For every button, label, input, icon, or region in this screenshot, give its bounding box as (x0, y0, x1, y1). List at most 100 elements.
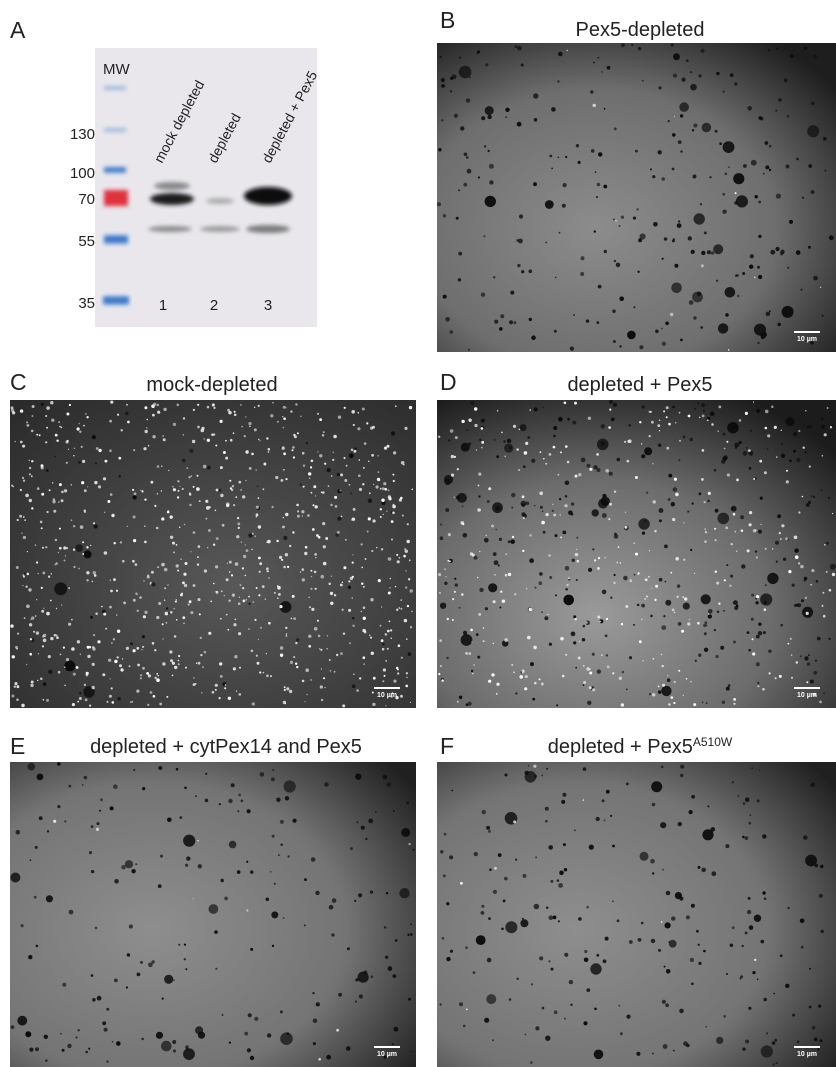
dark-speck (764, 897, 767, 900)
bright-speck (110, 590, 113, 593)
bright-speck (534, 682, 537, 685)
bright-speck (162, 662, 165, 665)
bright-speck (137, 610, 139, 612)
bright-speck (575, 475, 578, 478)
bright-speck (64, 560, 66, 562)
panel-title: mock-depleted (146, 374, 277, 396)
bright-speck (353, 508, 356, 511)
bright-speck (410, 702, 411, 703)
bright-speck (543, 458, 545, 460)
dark-speck (458, 189, 460, 191)
dark-speck (755, 601, 758, 604)
bright-speck (290, 410, 292, 412)
bright-speck (56, 440, 58, 442)
dark-speck (781, 443, 783, 445)
bright-speck (324, 463, 326, 465)
dark-speck (312, 992, 314, 994)
bright-speck (258, 439, 259, 440)
bright-speck (523, 517, 525, 519)
bright-speck (512, 536, 514, 538)
dark-speck (449, 855, 453, 859)
bright-speck (653, 658, 655, 660)
dark-speck (709, 176, 711, 178)
bright-speck (156, 616, 159, 619)
dark-speck (678, 822, 682, 826)
dark-speck (570, 347, 574, 351)
bright-speck (53, 510, 56, 513)
bright-speck (798, 511, 800, 513)
dark-speck (816, 580, 819, 583)
bright-speck (173, 423, 176, 426)
bright-speck (50, 637, 53, 640)
dark-speck (581, 458, 586, 463)
bright-speck (594, 559, 596, 561)
dark-speck (689, 300, 694, 305)
dark-speck (655, 330, 659, 334)
dark-speck (605, 634, 608, 637)
dark-speck (614, 574, 616, 576)
dark-speck (598, 285, 602, 289)
bright-speck (795, 555, 799, 559)
bright-speck (340, 473, 343, 476)
dark-speck (551, 968, 554, 971)
dark-speck (638, 518, 649, 529)
dark-speck (572, 559, 575, 562)
dark-speck (64, 820, 66, 822)
dark-speck (749, 814, 751, 816)
bright-speck (204, 438, 205, 439)
bright-speck (613, 582, 616, 585)
dark-speck (698, 866, 701, 869)
bright-speck (84, 684, 86, 686)
bright-speck (133, 449, 135, 451)
bright-speck (325, 537, 328, 540)
bright-speck (601, 654, 603, 656)
bright-speck (227, 629, 229, 631)
bright-speck (274, 592, 276, 594)
dark-speck (663, 1044, 668, 1049)
bright-speck (270, 414, 273, 417)
bright-speck (362, 483, 364, 485)
bright-speck (735, 192, 737, 194)
dark-speck (776, 194, 781, 199)
dark-speck (440, 850, 443, 853)
bright-speck (14, 686, 16, 688)
bright-speck (51, 573, 52, 574)
bright-speck (21, 704, 25, 708)
bright-speck (564, 402, 567, 405)
bright-speck (64, 667, 65, 668)
dark-speck (612, 310, 615, 313)
bright-speck (604, 557, 605, 558)
dark-speck (678, 459, 680, 461)
bright-speck (73, 673, 76, 676)
dark-speck (511, 507, 513, 509)
dark-speck (462, 506, 464, 508)
bright-speck (256, 655, 258, 657)
bright-speck (213, 583, 215, 585)
bright-speck (220, 618, 222, 620)
bright-speck (66, 462, 68, 464)
bright-speck (282, 526, 285, 529)
bright-speck (396, 609, 398, 611)
bright-speck (24, 519, 26, 521)
bright-speck (30, 619, 31, 620)
bright-speck (133, 516, 136, 519)
bright-speck (370, 598, 373, 601)
dark-speck (686, 59, 689, 62)
bright-speck (545, 463, 547, 465)
bright-speck (377, 455, 379, 457)
dark-speck (501, 928, 504, 931)
dark-speck (611, 418, 615, 422)
micrograph: 10 µm (10, 762, 416, 1067)
bright-speck (392, 512, 395, 515)
dark-speck (160, 855, 163, 858)
dark-speck (814, 1038, 818, 1042)
dark-speck (529, 318, 532, 321)
dark-speck (485, 106, 494, 115)
bright-speck (95, 613, 97, 615)
dark-speck (780, 252, 783, 255)
bright-speck (142, 646, 144, 648)
bright-speck (96, 828, 99, 831)
dark-speck (803, 835, 808, 840)
dark-speck (704, 231, 707, 234)
dark-speck (450, 90, 452, 92)
